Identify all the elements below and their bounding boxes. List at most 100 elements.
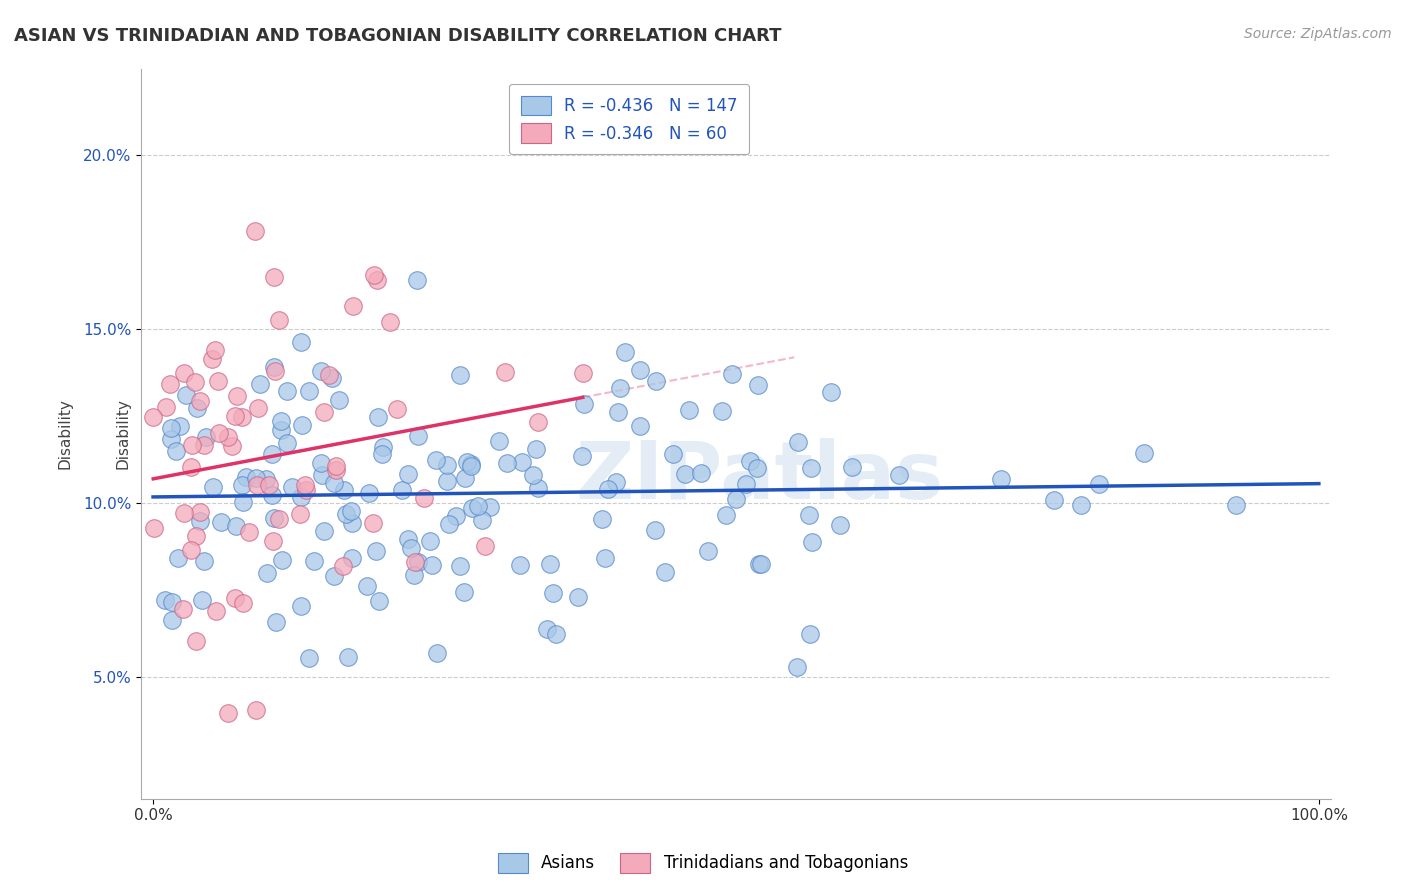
Point [323,569,346,583]
Point [335,508,357,522]
Point [673,467,696,481]
Point [738,454,761,468]
Point [295,483,318,498]
Point [337,650,360,665]
Point [571,449,593,463]
Point [474,539,496,553]
Point [342,551,364,566]
Point [323,475,346,490]
Point [419,534,441,549]
Point [160,595,183,609]
Point [181,438,204,452]
Point [263,270,285,285]
Point [1133,445,1156,459]
Point [290,599,312,614]
Point [609,381,631,395]
Point [368,594,391,608]
Point [188,505,211,519]
Point [361,516,384,531]
Point [436,458,458,472]
Point [232,494,254,508]
Point [747,378,769,392]
Point [290,335,312,350]
Point [449,368,471,382]
Point [786,435,808,450]
Point [786,659,808,673]
Point [406,555,429,569]
Point [174,387,197,401]
Point [193,438,215,452]
Point [276,384,298,398]
Legend: Asians, Trinidadians and Tobagonians: Asians, Trinidadians and Tobagonians [491,847,915,880]
Point [1225,499,1247,513]
Point [263,359,285,374]
Point [357,486,380,500]
Point [184,634,207,648]
Point [263,510,285,524]
Point [887,468,910,483]
Point [591,511,613,525]
Point [153,592,176,607]
Point [297,651,319,665]
Point [217,430,239,444]
Point [226,389,249,403]
Point [1087,476,1109,491]
Point [294,478,316,492]
Point [356,579,378,593]
Point [246,478,269,492]
Point [333,483,356,498]
Point [370,447,392,461]
Point [204,604,226,618]
Point [193,553,215,567]
Point [332,559,354,574]
Point [1042,493,1064,508]
Point [245,703,267,717]
Point [217,706,239,721]
Point [172,602,194,616]
Point [235,470,257,484]
Point [541,586,564,600]
Point [714,508,737,523]
Point [245,471,267,485]
Point [396,467,419,481]
Point [509,558,531,572]
Point [208,425,231,440]
Point [613,345,636,359]
Point [180,543,202,558]
Point [405,273,427,287]
Point [309,363,332,377]
Point [527,415,550,429]
Point [190,593,212,607]
Point [238,524,260,539]
Point [710,404,733,418]
Point [328,393,350,408]
Point [311,468,333,483]
Point [478,500,501,514]
Point [467,500,489,514]
Point [367,410,389,425]
Point [312,524,335,538]
Point [231,409,253,424]
Point [201,480,224,494]
Point [1070,498,1092,512]
Point [254,473,277,487]
Point [159,420,181,434]
Point [797,508,820,522]
Point [270,553,292,567]
Point [488,434,510,448]
Point [572,397,595,411]
Point [841,460,863,475]
Point [385,402,408,417]
Point [571,366,593,380]
Text: ZIPatlas: ZIPatlas [575,439,943,516]
Point [449,558,471,573]
Point [142,409,165,424]
Point [309,456,332,470]
Point [224,591,246,605]
Point [644,524,666,538]
Point [291,417,314,432]
Point [380,315,402,329]
Point [207,374,229,388]
Point [446,508,468,523]
Point [262,534,284,549]
